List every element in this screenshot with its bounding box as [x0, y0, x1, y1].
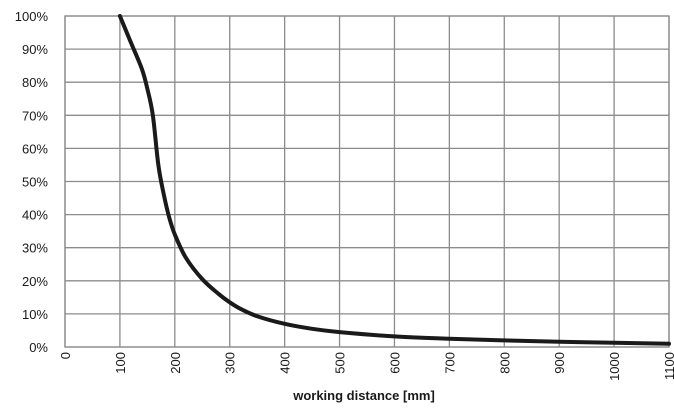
x-tick-label: 0	[58, 352, 73, 359]
y-tick-label: 90%	[22, 42, 48, 57]
y-tick-label: 20%	[22, 274, 48, 289]
x-tick-label: 500	[333, 352, 348, 374]
y-tick-label: 40%	[22, 208, 48, 223]
x-tick-label: 200	[168, 352, 183, 374]
y-tick-label: 0%	[29, 340, 48, 355]
x-tick-label: 900	[552, 352, 567, 374]
y-tick-label: 100%	[15, 9, 49, 24]
x-axis-title: working distance [mm]	[292, 388, 435, 403]
x-axis-tick-labels: 0 100 200 300 400 500 600 700 800 900 1000 1100	[58, 352, 674, 381]
x-tick-label: 400	[278, 352, 293, 374]
y-tick-label: 80%	[22, 75, 48, 90]
y-tick-label: 60%	[22, 141, 48, 156]
x-tick-label: 800	[497, 352, 512, 374]
y-tick-label: 50%	[22, 175, 48, 190]
y-tick-label: 70%	[22, 108, 48, 123]
y-tick-label: 10%	[22, 307, 48, 322]
x-tick-label: 1000	[607, 352, 622, 381]
grid	[65, 16, 669, 347]
y-axis-tick-labels: 0% 10% 20% 30% 40% 50% 60% 70% 80% 90% 100%	[15, 9, 49, 355]
x-tick-label: 300	[223, 352, 238, 374]
x-tick-label: 700	[442, 352, 457, 374]
x-tick-label: 1100	[662, 352, 674, 380]
x-tick-label: 600	[387, 352, 402, 374]
x-tick-label: 100	[113, 352, 128, 374]
y-tick-label: 30%	[22, 241, 48, 256]
